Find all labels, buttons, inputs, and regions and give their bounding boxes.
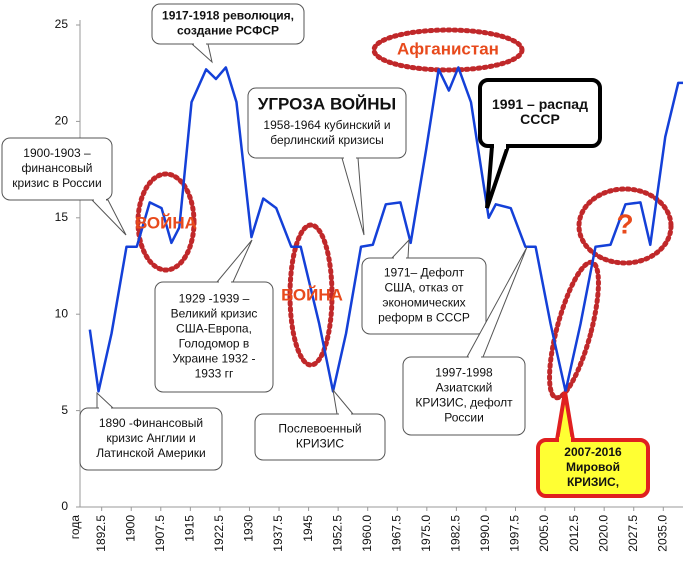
annotation-text: Украине 1932 - (172, 352, 255, 366)
oval (576, 186, 674, 266)
annotation-text: КРИЗИС, (567, 475, 619, 489)
annotation-text: 1900-1903 – (23, 146, 91, 160)
callout-box (361, 257, 487, 335)
y-tick-label: 25 (55, 17, 69, 31)
callout-pointer (341, 157, 365, 236)
annotation-text: КРИЗИС (296, 437, 344, 451)
annotation-text: Послевоенный (278, 422, 361, 436)
annotation-text: России (444, 411, 484, 425)
annotation-text: ? (616, 208, 633, 239)
x-tick-label: 2012.5 (567, 515, 581, 552)
callout-pointer (485, 144, 511, 209)
annotation-text: 1933 гг (195, 367, 234, 381)
callout-pointer (215, 239, 253, 283)
callout-pointer (332, 388, 355, 415)
x-tick-label: 1967.5 (389, 515, 403, 552)
callout-box (536, 438, 650, 498)
annotation-text: Мировой (566, 460, 620, 474)
x-tick-label: 1937.5 (271, 515, 285, 552)
y-tick-label: 15 (55, 210, 69, 224)
annotation-text: кризис в России (12, 176, 101, 190)
annotation-text: США, отказ от (384, 281, 464, 295)
annotation-text: экономических (382, 296, 465, 310)
x-tick-label: 1997.5 (508, 515, 522, 552)
callout-pointer (390, 238, 410, 259)
callout-box (402, 356, 526, 436)
x-tick-label: 2027.5 (626, 515, 640, 552)
callout-box (478, 78, 602, 148)
oval (371, 27, 525, 73)
annotation-text: 1991 – распад (492, 96, 588, 112)
annotation-text: 1890 -Финансовый (99, 416, 203, 430)
x-tick-label: 1892.5 (94, 515, 108, 552)
annotation-text: США-Европа, (176, 322, 252, 336)
annotation-text: Афганистан (397, 39, 499, 58)
y-tick-label: 5 (61, 403, 68, 417)
annotation-text: Латинской Америки (96, 446, 205, 460)
x-tick-label: 1907.5 (153, 515, 167, 552)
x-tick-label: 2005.0 (537, 515, 551, 552)
x-tick-label: 1975.0 (419, 515, 433, 552)
annotation-text: создание РСФСР (177, 24, 279, 38)
callout-box (254, 413, 386, 461)
callout-box (79, 407, 223, 471)
y-tick-label: 10 (55, 306, 69, 320)
y-tick-label: 0 (61, 499, 68, 513)
x-tick-label: 1945 (301, 515, 315, 542)
callout-pointer (190, 43, 213, 64)
callout-box (1, 137, 113, 201)
callout-box (151, 3, 305, 45)
annotation-text: КРИЗИС, дефолт (415, 396, 513, 410)
annotation-text: реформ в СССР (378, 311, 470, 325)
x-tick-label: 2020.0 (596, 515, 610, 552)
annotation-text: ВОЙНА (281, 285, 343, 304)
callout-pointer (90, 199, 127, 236)
callout-box (247, 87, 407, 159)
x-tick-label: 1930 (242, 515, 256, 542)
callout-box (154, 281, 274, 393)
x-tick-label: 1915 (183, 515, 197, 542)
annotation-text: берлинский кризисы (270, 133, 383, 147)
oval (287, 222, 335, 368)
annotation-text: 1929 -1939 – (179, 292, 250, 306)
x-tick-label: 1952.5 (330, 515, 344, 552)
annotation-text: Азиатский (436, 381, 493, 395)
annotation-text: УГРОЗА ВОЙНЫ (258, 94, 396, 113)
x-tick-label: 2035.0 (655, 515, 669, 552)
annotation-text: 1971– Дефолт (384, 266, 465, 280)
x-tick-label: 1900 (123, 515, 137, 542)
x-tick-label: 1990.0 (478, 515, 492, 552)
x-tick-label: 1922.5 (212, 515, 226, 552)
annotation-text: 2007-2016 (564, 445, 622, 459)
annotation-text: СССР (520, 111, 560, 127)
oval (135, 171, 197, 273)
x-axis-label: года (68, 515, 82, 540)
oval (547, 259, 601, 401)
x-tick-label: 1960.0 (360, 515, 374, 552)
annotation-text: Голодомор в (179, 337, 250, 351)
annotation-text: ВОЙНА (135, 213, 197, 232)
y-tick-label: 20 (55, 114, 69, 128)
annotation-text: кризис Англии и (106, 431, 195, 445)
x-tick-label: 1982.5 (449, 515, 463, 552)
annotation-text: Великий кризис (171, 307, 258, 321)
annotation-text: финансовый (21, 161, 92, 175)
callout-pointer (96, 391, 115, 409)
annotation-text: 1997-1998 (435, 366, 493, 380)
data-line (88, 66, 683, 393)
annotation-text: 1917-1918 революция, (162, 9, 294, 23)
annotation-text: 1958-1964 кубинский и (263, 118, 390, 132)
